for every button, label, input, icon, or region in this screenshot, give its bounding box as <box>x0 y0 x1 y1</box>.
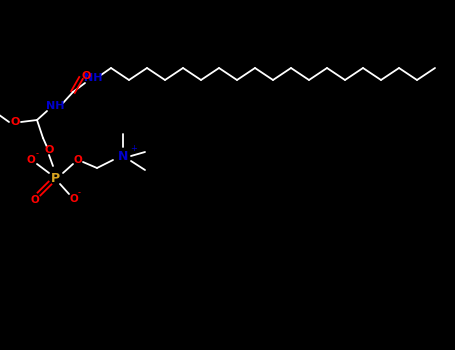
Text: O: O <box>10 117 20 127</box>
Text: -: - <box>35 149 39 158</box>
Text: O: O <box>30 195 40 205</box>
Text: O: O <box>74 155 82 165</box>
Text: O: O <box>44 145 54 155</box>
Text: O: O <box>70 194 78 204</box>
Text: P: P <box>51 172 60 184</box>
Text: N: N <box>118 149 128 162</box>
Text: O: O <box>81 71 91 81</box>
Text: +: + <box>130 144 137 153</box>
Text: NH: NH <box>46 101 64 111</box>
Text: NH: NH <box>84 73 102 83</box>
Text: -: - <box>77 188 81 197</box>
Text: O: O <box>27 155 35 165</box>
